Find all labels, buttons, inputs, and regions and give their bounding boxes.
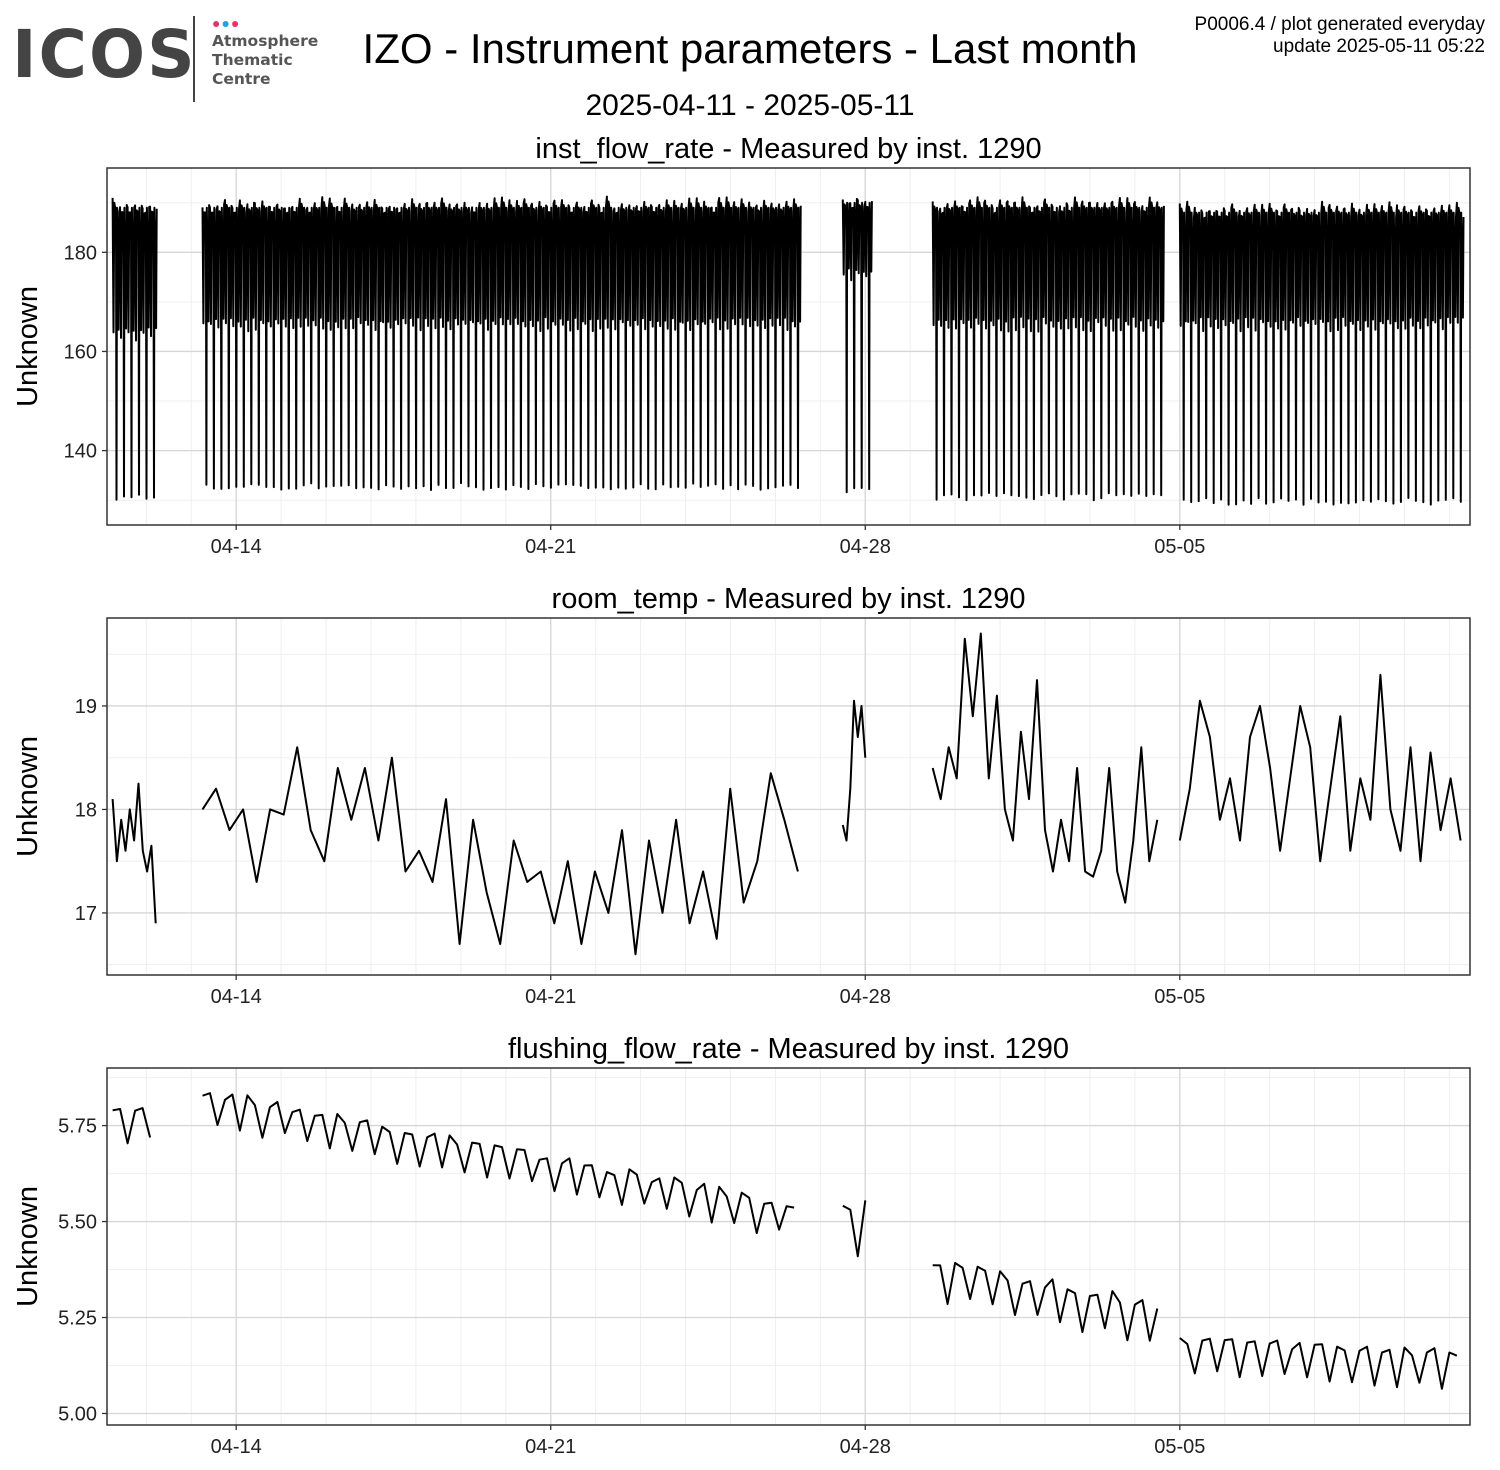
chart-panel-1: 140 160 180 04-14 04-21 04-28 05-05 inst_flow_r… bbox=[12, 133, 1471, 558]
data-series-segment bbox=[841, 699, 867, 842]
chart-panel-3: 5.00 5.25 5.50 5.75 04-14 04-21 04-28 05-05 flus… bbox=[12, 1033, 1471, 1458]
data-series-segment bbox=[111, 782, 157, 924]
data-series-segment bbox=[841, 197, 873, 494]
y-tick-label: 5.25 bbox=[58, 1308, 97, 1330]
data-series-segment bbox=[201, 746, 799, 956]
plot-frame bbox=[106, 167, 1471, 526]
x-tick-label: 04-14 bbox=[211, 1436, 262, 1458]
panel-title: room_temp - Measured by inst. 1290 bbox=[552, 583, 1026, 615]
panel-title: flushing_flow_rate - Measured by inst. 1… bbox=[508, 1033, 1069, 1065]
logo-line-2: Thematic bbox=[212, 51, 293, 69]
x-tick-label: 04-28 bbox=[840, 986, 891, 1008]
data-series-segment bbox=[202, 1092, 795, 1235]
logo-dot-pink: ● bbox=[212, 15, 222, 31]
logo-dots: ●●● bbox=[212, 16, 240, 30]
data-series-segment bbox=[201, 195, 802, 491]
logo-wordmark: ICOS bbox=[12, 16, 197, 93]
y-axis-label: Unknown bbox=[12, 736, 44, 857]
x-tick-label: 04-14 bbox=[211, 536, 262, 558]
data-series-segment bbox=[111, 197, 158, 501]
y-tick-label: 5.00 bbox=[58, 1403, 97, 1425]
y-axis-label: Unknown bbox=[12, 1186, 44, 1307]
logo-dot-blue: ● bbox=[221, 15, 231, 31]
logo-divider bbox=[193, 16, 195, 102]
data-series-segment bbox=[1179, 1337, 1458, 1390]
x-tick-label: 04-21 bbox=[525, 986, 576, 1008]
y-tick-label: 140 bbox=[64, 441, 97, 463]
data-series-segment bbox=[932, 1262, 1159, 1342]
x-tick-label: 04-28 bbox=[840, 536, 891, 558]
data-series-segment bbox=[1178, 200, 1465, 506]
plot-meta: P0006.4 / plot generated everyday update… bbox=[1195, 14, 1485, 58]
x-tick-label: 05-05 bbox=[1154, 536, 1205, 558]
y-tick-label: 18 bbox=[75, 799, 97, 821]
meta-update: update 2025-05-11 05:22 bbox=[1273, 36, 1485, 57]
y-tick-label: 19 bbox=[75, 696, 97, 718]
x-tick-label: 04-14 bbox=[211, 986, 262, 1008]
data-series-segment bbox=[112, 1107, 152, 1145]
x-tick-label: 04-21 bbox=[525, 1436, 576, 1458]
y-tick-label: 5.75 bbox=[58, 1116, 97, 1138]
y-axis-label: Unknown bbox=[12, 286, 44, 407]
x-tick-label: 05-05 bbox=[1154, 1436, 1205, 1458]
data-series-segment bbox=[931, 196, 1165, 502]
data-series-segment bbox=[1178, 673, 1462, 863]
panel-title: inst_flow_rate - Measured by inst. 1290 bbox=[535, 133, 1041, 165]
logo-dot-red: ● bbox=[230, 15, 241, 31]
y-tick-label: 17 bbox=[75, 903, 97, 925]
data-series-segment bbox=[842, 1200, 867, 1258]
plot-frame bbox=[106, 617, 1471, 976]
x-tick-label: 04-28 bbox=[840, 1436, 891, 1458]
logo-subtitle: Atmosphere Thematic Centre bbox=[212, 32, 318, 89]
icos-logo: ICOS ●●● Atmosphere Thematic Centre bbox=[12, 14, 332, 106]
date-range-subtitle: 2025-04-11 - 2025-05-11 bbox=[585, 89, 915, 122]
meta-version: P0006.4 / plot generated everyday bbox=[1194, 14, 1485, 35]
y-tick-label: 160 bbox=[64, 341, 97, 363]
x-tick-label: 05-05 bbox=[1154, 986, 1205, 1008]
logo-line-1: Atmosphere bbox=[212, 32, 319, 50]
y-tick-label: 180 bbox=[64, 242, 97, 264]
y-tick-label: 5.50 bbox=[58, 1212, 97, 1234]
chart-panel-2: 17 18 19 04-14 04-21 04-28 05-05 room_temp - Me… bbox=[12, 583, 1471, 1008]
logo-line-3: Centre bbox=[212, 70, 271, 88]
x-tick-label: 04-21 bbox=[525, 536, 576, 558]
page-title: IZO - Instrument parameters - Last month bbox=[362, 25, 1138, 72]
plot-frame bbox=[106, 1067, 1471, 1426]
data-series-segment bbox=[931, 632, 1159, 904]
